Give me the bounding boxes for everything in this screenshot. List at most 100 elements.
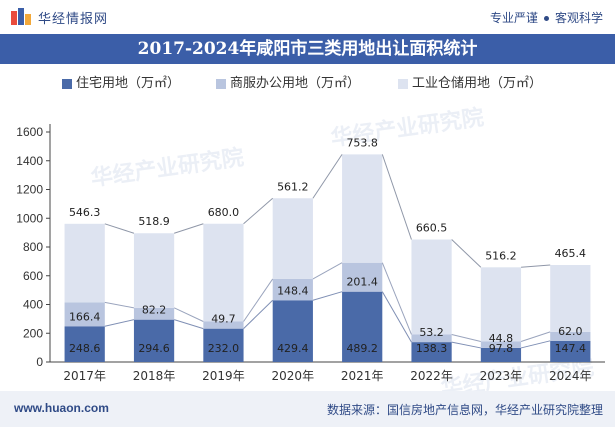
connector-line (381, 291, 412, 343)
legend-item-commercial: 商服办公用地（万㎡） (216, 72, 360, 91)
bar-segment-commercial (64, 302, 105, 327)
y-tick-label: 800 (23, 240, 43, 254)
bar-segment-industrial (480, 267, 522, 342)
legend-item-residential: 住宅用地（万㎡） (62, 72, 180, 91)
bar-segment-industrial (550, 264, 591, 332)
connector-line (521, 264, 551, 268)
x-tick-label: 2022年 (410, 369, 453, 383)
stacked-bar-chart: 0 200 400 600 800 1000 1200 1400 1600 2017年 2018年 2… (16, 124, 605, 383)
bar-segment-industrial (133, 233, 175, 308)
connector-line (312, 291, 343, 301)
bar-segment-commercial (342, 262, 383, 292)
data-label-industrial: 465.4 (555, 247, 587, 260)
connector-line (381, 154, 412, 240)
connector-line (451, 341, 481, 349)
connector-line (174, 223, 204, 234)
x-tick-label: 2019年 (202, 369, 245, 383)
bar-segment-residential (480, 347, 522, 362)
bar-segment-commercial (203, 321, 244, 329)
bar-segment-commercial (550, 331, 591, 341)
data-label-residential: 138.3 (416, 342, 448, 355)
bar-segment-industrial (342, 154, 383, 263)
data-label-industrial: 516.2 (485, 249, 517, 262)
x-tick-label: 2021年 (341, 369, 384, 383)
brand-name: 华经情报网 (38, 12, 109, 27)
y-tick-label: 1200 (16, 183, 43, 197)
bar-segment-commercial (480, 341, 522, 348)
footer-website: www.huaon.com (14, 401, 109, 415)
connector-line (243, 197, 274, 225)
data-label-industrial: 546.3 (69, 206, 101, 219)
data-label-industrial: 561.2 (277, 180, 309, 193)
data-label-residential: 97.8 (489, 342, 514, 355)
bar-segment-residential (411, 342, 452, 362)
connector-line (381, 262, 412, 335)
bar-segment-commercial (411, 334, 452, 343)
bar-segment-residential (272, 300, 313, 362)
y-tick-label: 200 (23, 326, 43, 340)
x-tick-label: 2024年 (549, 369, 592, 383)
y-tick-label: 400 (23, 298, 43, 312)
footer-source: 数据来源：国信房地产信息网，华经产业研究院整理 (326, 403, 603, 417)
legend-swatch-commercial (216, 78, 226, 89)
connector-line (312, 154, 343, 199)
x-tick-label: 2018年 (133, 369, 176, 383)
y-tick-label: 1600 (16, 125, 43, 139)
legend-label-commercial: 商服办公用地（万㎡） (230, 76, 361, 91)
connector-line (520, 331, 551, 342)
tagline-left: 专业严谨 (489, 11, 538, 25)
bar-segment-residential (550, 340, 591, 362)
data-label-industrial: 518.9 (138, 215, 170, 228)
separator-dot-icon (543, 16, 549, 21)
data-label-commercial: 166.4 (69, 310, 101, 323)
legend-label-industrial: 工业仓储用地（万㎡） (412, 76, 543, 91)
data-label-commercial: 148.4 (277, 284, 309, 297)
y-tick-label: 0 (36, 355, 43, 369)
footer: www.huaon.com 数据来源：国信房地产信息网，华经产业研究院整理 (0, 391, 615, 427)
data-label-commercial: 201.4 (346, 276, 378, 289)
bar-segment-residential (64, 326, 105, 362)
legend-swatch-residential (62, 78, 72, 89)
connector-line (312, 262, 343, 280)
y-tick-label: 600 (23, 269, 43, 283)
data-label-industrial: 680.0 (208, 206, 240, 219)
chart-title: 2017-2024年咸阳市三类用地出让面积统计 (137, 39, 478, 59)
chart-legend: 住宅用地（万㎡） 商服办公用地（万㎡） 工业仓储用地（万㎡） (0, 72, 615, 92)
data-label-commercial: 44.8 (489, 332, 514, 345)
tagline: 专业严谨 客观科学 (490, 9, 603, 26)
data-label-industrial: 660.5 (416, 222, 448, 235)
bar-segment-industrial (411, 239, 452, 335)
title-bar: 2017-2024年咸阳市三类用地出让面积统计 (0, 34, 615, 64)
legend-label-residential: 住宅用地（万㎡） (76, 76, 181, 91)
data-label-residential: 294.6 (138, 342, 170, 355)
bar-segment-residential (203, 328, 244, 362)
data-label-residential: 147.4 (555, 342, 587, 355)
y-tick-label: 1400 (16, 154, 43, 168)
bar-segment-residential (342, 291, 383, 362)
data-label-commercial: 62.0 (558, 325, 583, 338)
legend-swatch-industrial (398, 78, 408, 89)
tagline-right: 客观科学 (554, 11, 603, 25)
connector-line (104, 319, 135, 327)
x-tick-label: 2023年 (480, 369, 523, 383)
connector-line (451, 333, 481, 342)
data-label-industrial: 753.8 (346, 136, 378, 149)
bar-segment-commercial (133, 307, 175, 320)
data-label-residential: 429.4 (277, 342, 309, 355)
data-label-commercial: 53.2 (419, 326, 444, 339)
x-tick-label: 2020年 (272, 369, 315, 383)
bar-segment-industrial (64, 223, 105, 303)
bar-segment-industrial (272, 198, 313, 279)
connector-line (173, 307, 204, 322)
data-label-commercial: 49.7 (211, 313, 236, 326)
y-tick-label: 1000 (16, 211, 43, 225)
bar-segment-residential (133, 319, 175, 362)
connector-line (174, 319, 204, 330)
connector-line (520, 340, 551, 349)
connector-line (243, 299, 274, 330)
connector-line (451, 239, 482, 268)
connector-line (104, 223, 135, 234)
data-label-residential: 232.0 (208, 342, 240, 355)
legend-item-industrial: 工业仓储用地（万㎡） (398, 72, 542, 91)
data-label-commercial: 82.2 (142, 304, 167, 317)
